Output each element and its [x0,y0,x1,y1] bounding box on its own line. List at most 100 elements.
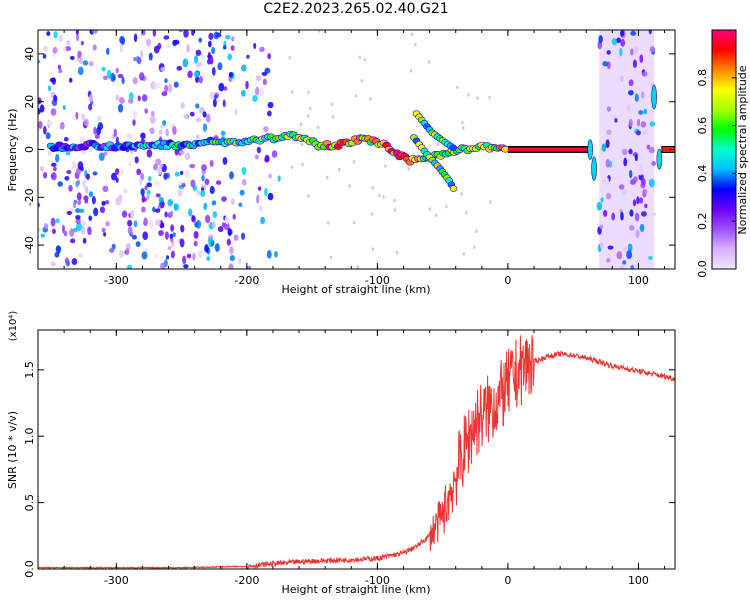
colorbar-gradient [711,29,737,270]
noise-speck [462,126,465,130]
noise-speck [73,227,78,233]
noise-speck [78,253,83,258]
y-tick-label: 40 [23,47,36,61]
noise-speck [622,260,627,265]
noise-speck [629,225,635,231]
colorbar-label: Normalized spectral amplitude [736,65,749,234]
noise-speck [131,234,137,240]
noise-speck [622,188,627,195]
noise-speck [267,192,274,201]
noise-speck [201,164,207,171]
noise-speck [57,64,62,70]
chart-title: C2E2.2023.265.02.40.G21 [263,1,449,17]
noise-speck [174,171,181,177]
noise-speck [200,189,206,198]
noise-speck [257,186,262,191]
noise-speck [70,238,76,244]
noise-speck [263,126,269,132]
noise-speck [435,213,438,218]
noise-speck [183,30,189,38]
noise-speck [371,185,374,190]
noise-speck [83,195,89,201]
noise-speck [69,55,75,60]
noise-speck [608,101,612,108]
noise-speck [193,231,199,239]
noise-speck [620,38,626,47]
noise-speck [75,218,81,225]
noise-speck [461,120,464,125]
noise-speck [619,47,623,57]
noise-speck [260,46,265,52]
noise-speck [75,215,81,220]
noise-speck [81,225,86,235]
noise-speck [179,170,184,175]
noise-speck [638,165,642,170]
spectrogram-x-axis-label: Height of straight line (km) [281,283,430,296]
noise-speck [640,121,647,128]
noise-speck [51,228,56,235]
noise-speck [158,129,163,135]
noise-speck [646,182,650,187]
noise-speck [467,92,470,97]
noise-speck [134,156,139,164]
y-tick-label: 1.5 [23,361,36,379]
noise-speck [632,199,637,207]
noise-speck [384,164,387,168]
noise-speck [141,197,147,202]
noise-speck [87,226,92,236]
noise-speck [71,258,78,265]
noise-speck [634,212,640,222]
snr-panel: -300 -200 -100 0 100 0.0 0.5 1.0 1.5 Height of s… [6,311,676,596]
noise-speck [203,202,208,211]
noise-speck [198,75,203,84]
noise-speck [49,77,56,83]
noise-speck [158,196,164,203]
noise-speck [626,250,633,260]
noise-speck [626,104,631,112]
y-tick-label: 1.0 [23,427,36,445]
noise-speck [599,224,604,230]
noise-speck [643,108,648,115]
noise-speck [195,117,202,123]
noise-speck [80,220,87,226]
noise-speck [356,265,360,269]
noise-speck [605,158,610,168]
noise-speck [71,115,77,120]
noise-speck [317,125,320,130]
noise-speck [207,238,214,243]
noise-speck [167,245,172,251]
noise-speck [43,45,49,53]
noise-speck [267,101,274,109]
noise-speck [648,146,655,154]
noise-speck [163,35,170,40]
x-tick-label: -300 [104,574,129,587]
noise-speck [348,184,351,188]
noise-speck [369,97,372,101]
noise-speck [211,220,216,229]
noise-speck [273,251,278,258]
colorbar-tick-label: 0.6 [696,117,709,135]
noise-speck [620,264,625,269]
noise-speck [63,230,68,237]
noise-speck [140,138,146,144]
noise-speck [101,200,106,206]
noise-speck [473,245,476,249]
noise-speck [613,132,617,139]
noise-speck [88,60,94,67]
noise-speck [115,177,119,183]
noise-speck [255,86,260,96]
noise-speck [157,167,163,175]
noise-speck [126,133,133,140]
noise-speck [92,30,98,34]
noise-speck [184,152,191,161]
x-tick-label: 100 [628,574,649,587]
noise-speck [648,255,653,260]
noise-speck [140,132,146,140]
noise-speck [307,90,310,95]
trace-blob [449,185,458,192]
y-tick-label: 0 [23,146,36,153]
noise-speck [186,44,190,53]
trace-blob [587,139,593,160]
noise-speck [262,78,267,86]
